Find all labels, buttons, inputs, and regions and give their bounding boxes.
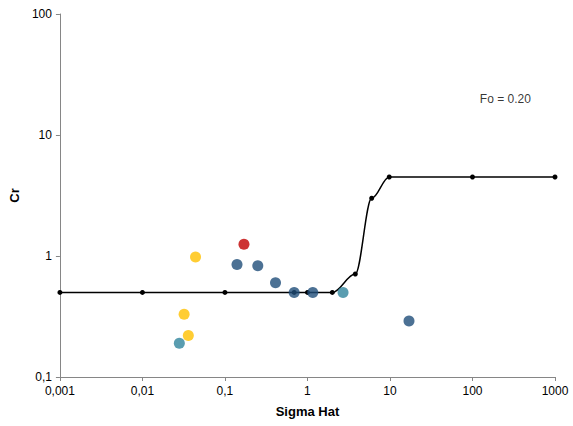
svg-text:0,1: 0,1 xyxy=(217,384,234,398)
svg-text:0,01: 0,01 xyxy=(131,384,155,398)
svg-text:Fo = 0.20: Fo = 0.20 xyxy=(480,92,531,106)
svg-text:1: 1 xyxy=(304,384,311,398)
svg-text:Cr: Cr xyxy=(7,188,22,202)
svg-text:100: 100 xyxy=(462,384,482,398)
svg-text:10: 10 xyxy=(383,384,397,398)
svg-text:1000: 1000 xyxy=(542,384,569,398)
svg-text:100: 100 xyxy=(32,7,52,21)
svg-text:0,1: 0,1 xyxy=(35,370,52,384)
svg-text:Sigma Hat: Sigma Hat xyxy=(276,404,340,419)
svg-text:1: 1 xyxy=(45,249,52,263)
svg-text:10: 10 xyxy=(39,128,53,142)
svg-text:0,001: 0,001 xyxy=(45,384,75,398)
